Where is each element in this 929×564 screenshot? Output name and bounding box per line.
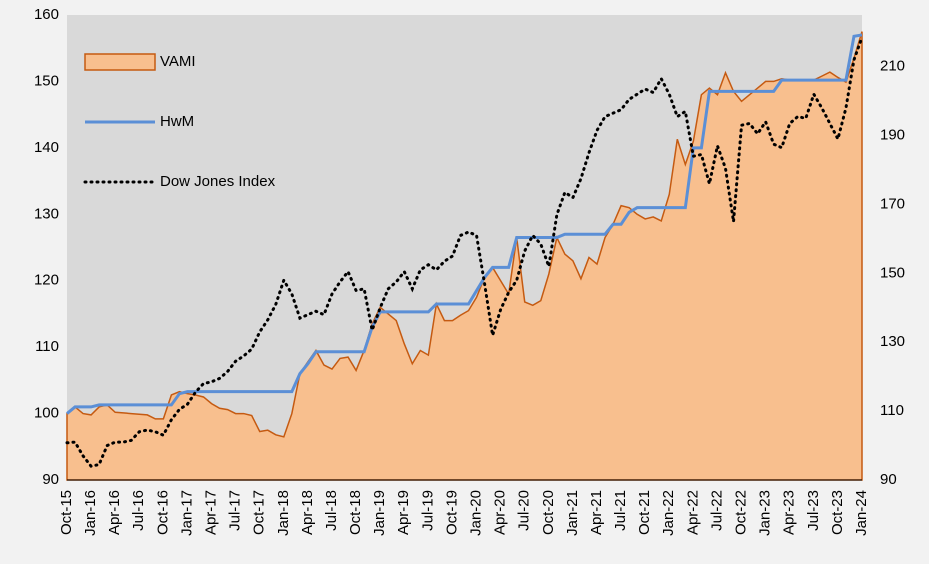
x-tick-label: Oct-19 (443, 490, 460, 535)
y-tick-label: 90 (42, 471, 59, 488)
y2-tick-label: 110 (880, 402, 904, 419)
legend-label: Dow Jones Index (160, 173, 276, 190)
x-tick-label: Jan-22 (660, 490, 677, 536)
y-tick-label: 160 (34, 6, 59, 23)
y2-tick-label: 130 (880, 333, 905, 350)
x-tick-label: Jul-16 (130, 490, 147, 531)
legend-label: VAMI (160, 53, 196, 70)
x-tick-label: Jul-20 (516, 490, 533, 531)
x-tick-label: Jan-17 (178, 490, 195, 536)
y2-tick-label: 150 (880, 264, 905, 281)
x-tick-label: Oct-23 (829, 490, 846, 535)
x-tick-label: Apr-23 (781, 490, 798, 535)
x-tick-label: Jul-19 (419, 490, 436, 531)
dotted-line (65, 35, 864, 468)
x-tick-label: Apr-16 (106, 490, 123, 535)
x-tick-label: Apr-22 (684, 490, 701, 535)
legend-label: HwM (160, 113, 194, 130)
y2-tick-label: 170 (880, 195, 905, 212)
x-tick-label: Oct-21 (636, 490, 653, 535)
vami-area (66, 31, 863, 481)
x-tick-label: Apr-18 (299, 490, 316, 535)
y2-tick-label: 190 (880, 127, 905, 144)
y-tick-label: 130 (34, 205, 59, 222)
x-tick-label: Jan-21 (564, 490, 581, 536)
x-tick-label: Jan-23 (757, 490, 774, 536)
x-tick-label: Oct-16 (154, 490, 171, 535)
legend-swatch (84, 53, 156, 71)
y-tick-label: 140 (34, 139, 59, 156)
x-tick-label: Jul-21 (612, 490, 629, 531)
x-tick-label: Oct-18 (347, 490, 364, 535)
x-tick-label: Jan-18 (275, 490, 292, 536)
x-tick-label: Jul-18 (323, 490, 340, 531)
x-tick-label: Jan-19 (371, 490, 388, 536)
x-tick-label: Oct-15 (58, 490, 75, 535)
y-tick-label: 120 (34, 272, 59, 289)
x-tick-label: Jul-17 (227, 490, 244, 531)
x-tick-label: Oct-20 (540, 490, 557, 535)
y2-tick-label: 90 (880, 471, 897, 488)
y2-tick-label: 210 (880, 58, 905, 75)
y-tick-label: 100 (34, 405, 59, 422)
x-tick-label: Apr-19 (395, 490, 412, 535)
x-tick-label: Oct-22 (733, 490, 750, 535)
x-tick-label: Apr-17 (203, 490, 220, 535)
x-tick-label: Jul-22 (708, 490, 725, 531)
x-tick-label: Jan-20 (468, 490, 485, 536)
y-tick-label: 110 (35, 338, 59, 355)
x-tick-label: Jan-24 (853, 490, 870, 536)
x-tick-label: Apr-21 (588, 490, 605, 535)
y-tick-label: 150 (34, 72, 59, 89)
x-tick-label: Apr-20 (492, 490, 509, 535)
line (66, 33, 863, 415)
x-tick-label: Jul-23 (805, 490, 822, 531)
x-tick-label: Oct-17 (251, 490, 268, 535)
x-tick-label: Jan-16 (82, 490, 99, 536)
